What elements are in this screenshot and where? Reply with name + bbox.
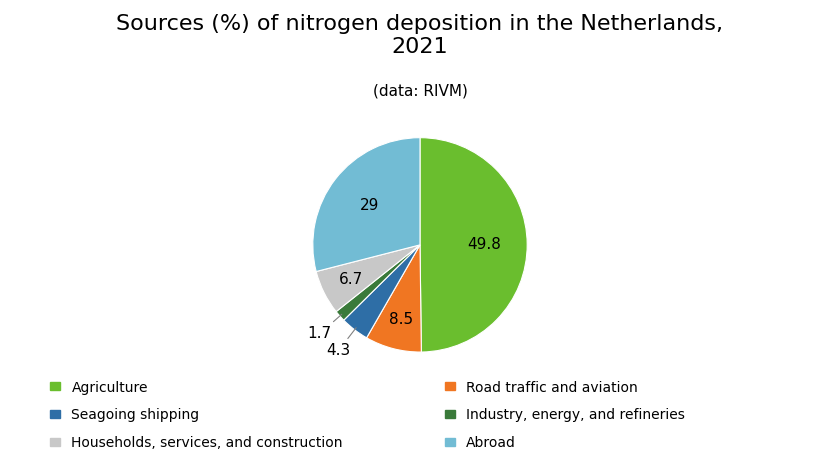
Text: Seagoing shipping: Seagoing shipping (71, 408, 200, 422)
Text: Road traffic and aviation: Road traffic and aviation (466, 381, 638, 395)
Wedge shape (344, 245, 420, 338)
Text: 1.7: 1.7 (307, 314, 342, 341)
Text: Industry, energy, and refineries: Industry, energy, and refineries (466, 408, 685, 422)
Text: 8.5: 8.5 (389, 312, 412, 327)
Text: 49.8: 49.8 (467, 237, 501, 252)
Text: 4.3: 4.3 (326, 328, 356, 359)
Text: Sources (%) of nitrogen deposition in the Netherlands,
2021: Sources (%) of nitrogen deposition in th… (117, 14, 723, 57)
Text: Abroad: Abroad (466, 436, 516, 450)
Text: 29: 29 (360, 198, 379, 213)
Text: (data: RIVM): (data: RIVM) (373, 83, 467, 98)
Text: 6.7: 6.7 (339, 272, 363, 287)
Wedge shape (366, 245, 422, 352)
Text: Agriculture: Agriculture (71, 381, 148, 395)
Text: Households, services, and construction: Households, services, and construction (71, 436, 343, 450)
Wedge shape (312, 138, 420, 272)
Wedge shape (336, 245, 420, 320)
Wedge shape (420, 138, 528, 352)
Wedge shape (316, 245, 420, 311)
